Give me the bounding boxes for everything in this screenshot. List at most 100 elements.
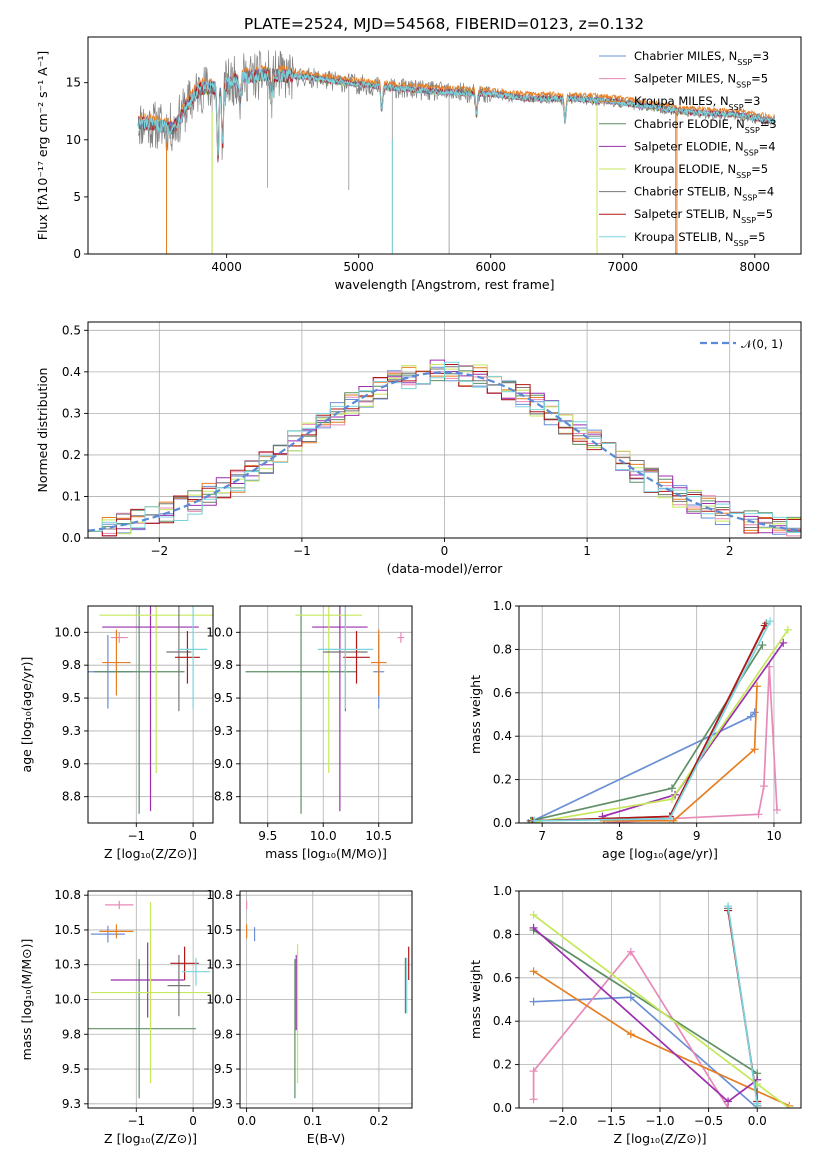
weight-line bbox=[530, 644, 764, 822]
y-tick-label: 9.8 bbox=[214, 658, 233, 672]
x-tick-label: 7 bbox=[538, 829, 546, 843]
legend-subscript: SSP bbox=[736, 171, 751, 180]
legend-subscript: SSP bbox=[736, 80, 751, 89]
y-tick-label: 10.0 bbox=[54, 993, 81, 1007]
axes-border bbox=[87, 36, 802, 255]
legend-subscript: SSP bbox=[737, 58, 752, 67]
legend-text: Chabrier ELODIE, N bbox=[634, 117, 745, 131]
weight-marker bbox=[759, 782, 768, 791]
error-point bbox=[105, 900, 134, 910]
error-point bbox=[90, 902, 211, 1083]
weight-line bbox=[533, 914, 790, 1108]
legend-suffix: =3 bbox=[744, 94, 761, 108]
weight-line bbox=[532, 625, 766, 822]
weight-line bbox=[532, 623, 767, 822]
error-point bbox=[99, 606, 213, 774]
legend-suffix: =3 bbox=[752, 49, 769, 63]
y-tick-label: 1.0 bbox=[493, 884, 512, 898]
legend-suffix: =5 bbox=[756, 207, 773, 221]
error-point bbox=[245, 606, 357, 814]
legend-entry: Kroupa ELODIE, NSSP=5 bbox=[634, 162, 768, 180]
weight-marker bbox=[754, 810, 763, 819]
weight-line bbox=[727, 906, 759, 1106]
x-axis-label: (data-model)/error bbox=[387, 561, 504, 576]
weight-line bbox=[532, 950, 729, 1108]
error-point bbox=[317, 606, 374, 709]
y-tick-label: 9.8 bbox=[62, 1027, 81, 1041]
legend-suffix: =5 bbox=[751, 72, 768, 86]
y-tick-label: 0.0 bbox=[62, 531, 81, 545]
weight-marker bbox=[626, 1030, 635, 1039]
legend-entry: Chabrier STELIB, NSSP=4 bbox=[634, 185, 774, 203]
x-tick-label: 0.2 bbox=[369, 1114, 388, 1128]
weight-marker bbox=[626, 947, 635, 956]
y-tick-label: 9.5 bbox=[62, 1062, 81, 1076]
y-tick-label: 10.3 bbox=[54, 958, 81, 972]
weight-marker bbox=[529, 1067, 538, 1076]
axes-border bbox=[87, 605, 214, 824]
age-vs-metallicity-panel: −1 0 8.8 9.0 9.3 9.5 9.8 10.0 Z [log₁₀(Z/Z⊙)] age… bbox=[19, 605, 214, 861]
x-tick-label: −0.5 bbox=[694, 1114, 723, 1128]
x-tick-label: 5000 bbox=[343, 260, 374, 274]
y-tick-label: 9.0 bbox=[62, 757, 81, 771]
legend-text: Kroupa MILES, N bbox=[634, 94, 729, 108]
x-tick-label: 2 bbox=[726, 544, 734, 558]
x-tick-label: 4000 bbox=[211, 260, 242, 274]
legend-suffix: =5 bbox=[749, 230, 766, 244]
error-point bbox=[102, 606, 199, 812]
legend-suffix: =4 bbox=[759, 139, 776, 153]
weight-marker bbox=[667, 795, 676, 804]
normal-reference-curve bbox=[88, 371, 801, 532]
error-point bbox=[110, 632, 128, 643]
model-spectrum bbox=[137, 68, 775, 156]
weight-marker bbox=[529, 910, 538, 919]
legend-entry: Salpeter STELIB, NSSP=5 bbox=[634, 207, 773, 225]
residuals-panel: −2 −1 0 1 2 0.0 0.1 0.2 0.3 0.4 0.5 (data-model)/er… bbox=[35, 321, 802, 576]
x-tick-label: −1 bbox=[293, 544, 311, 558]
weight-line bbox=[533, 970, 790, 1107]
x-tick-label: −1 bbox=[127, 1114, 145, 1128]
plot-area bbox=[88, 359, 801, 537]
y-tick-label: 0.6 bbox=[493, 971, 512, 985]
age-vs-mass-panel: 9.5 10.0 10.5 8.8 9.0 9.3 9.5 9.8 10.0 mass [log₁… bbox=[206, 605, 413, 861]
x-axis-label: wavelength [Angstrom, rest frame] bbox=[334, 277, 554, 292]
x-tick-label: 8000 bbox=[740, 260, 771, 274]
legend-subscript: SSP bbox=[729, 103, 744, 112]
error-point bbox=[102, 629, 131, 696]
x-tick-label: 10 bbox=[766, 829, 781, 843]
y-tick-label: 10.0 bbox=[206, 993, 233, 1007]
y-tick-label: 10.8 bbox=[54, 888, 81, 902]
mass-vs-metallicity-panel: −1 0 9.3 9.5 9.8 10.0 10.3 10.5 10.8 Z [log₁₀(Z/Z… bbox=[19, 888, 214, 1146]
error-point bbox=[99, 924, 134, 939]
error-point bbox=[181, 957, 211, 986]
x-axis-label: age [log₁₀(age/yr)] bbox=[602, 846, 718, 861]
axes-border bbox=[239, 605, 413, 824]
y-axis-label: mass weight bbox=[468, 960, 483, 1039]
weight-marker bbox=[750, 708, 759, 717]
y-tick-label: 8.8 bbox=[62, 790, 81, 804]
x-tick-label: 10.0 bbox=[310, 829, 337, 843]
x-tick-label: −2.0 bbox=[548, 1114, 577, 1128]
legend-text: Chabrier STELIB, N bbox=[634, 185, 742, 199]
x-tick-label: 9 bbox=[693, 829, 701, 843]
weight-marker bbox=[785, 1104, 794, 1108]
weight-vs-metallicity-panel: −2.0 −1.5 −1.0 −0.5 0.0 0.0 0.2 0.4 0.6 0.8 1.0 Z [… bbox=[468, 884, 802, 1146]
weight-marker bbox=[667, 784, 676, 793]
y-tick-label: 1.0 bbox=[493, 599, 512, 613]
legend-entry: Kroupa MILES, NSSP=3 bbox=[634, 94, 760, 112]
error-point bbox=[343, 630, 370, 684]
x-axis-label: Z [log₁₀(Z/Z⊙)] bbox=[104, 1131, 197, 1146]
legend-text: Chabrier MILES, N bbox=[634, 49, 737, 63]
residual-histogram bbox=[88, 361, 801, 533]
legend-subscript: SSP bbox=[745, 125, 760, 134]
x-tick-label: 0 bbox=[189, 1114, 197, 1128]
x-tick-label: 6000 bbox=[475, 260, 506, 274]
weight-marker bbox=[783, 625, 792, 634]
y-tick-label: 9.3 bbox=[214, 1097, 233, 1111]
error-point bbox=[178, 606, 208, 709]
x-axis-label: mass [log₁₀(M/M⊙)] bbox=[265, 846, 387, 861]
x-axis-label: Z [log₁₀(Z/Z⊙)] bbox=[104, 846, 197, 861]
axes-frame: −2.0 −1.5 −1.0 −0.5 0.0 0.0 0.2 0.4 0.6 0.8 1.0 Z [… bbox=[468, 884, 802, 1146]
